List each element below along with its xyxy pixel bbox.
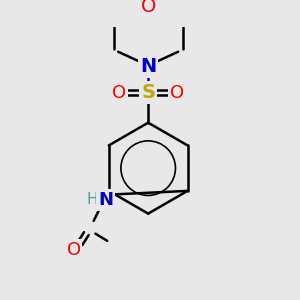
- Text: N: N: [140, 57, 156, 76]
- Text: N: N: [98, 191, 113, 209]
- Text: O: O: [112, 84, 126, 102]
- Text: O: O: [140, 0, 156, 16]
- Text: O: O: [67, 241, 81, 259]
- Text: S: S: [141, 83, 155, 102]
- Text: H: H: [86, 192, 98, 207]
- Text: O: O: [170, 84, 184, 102]
